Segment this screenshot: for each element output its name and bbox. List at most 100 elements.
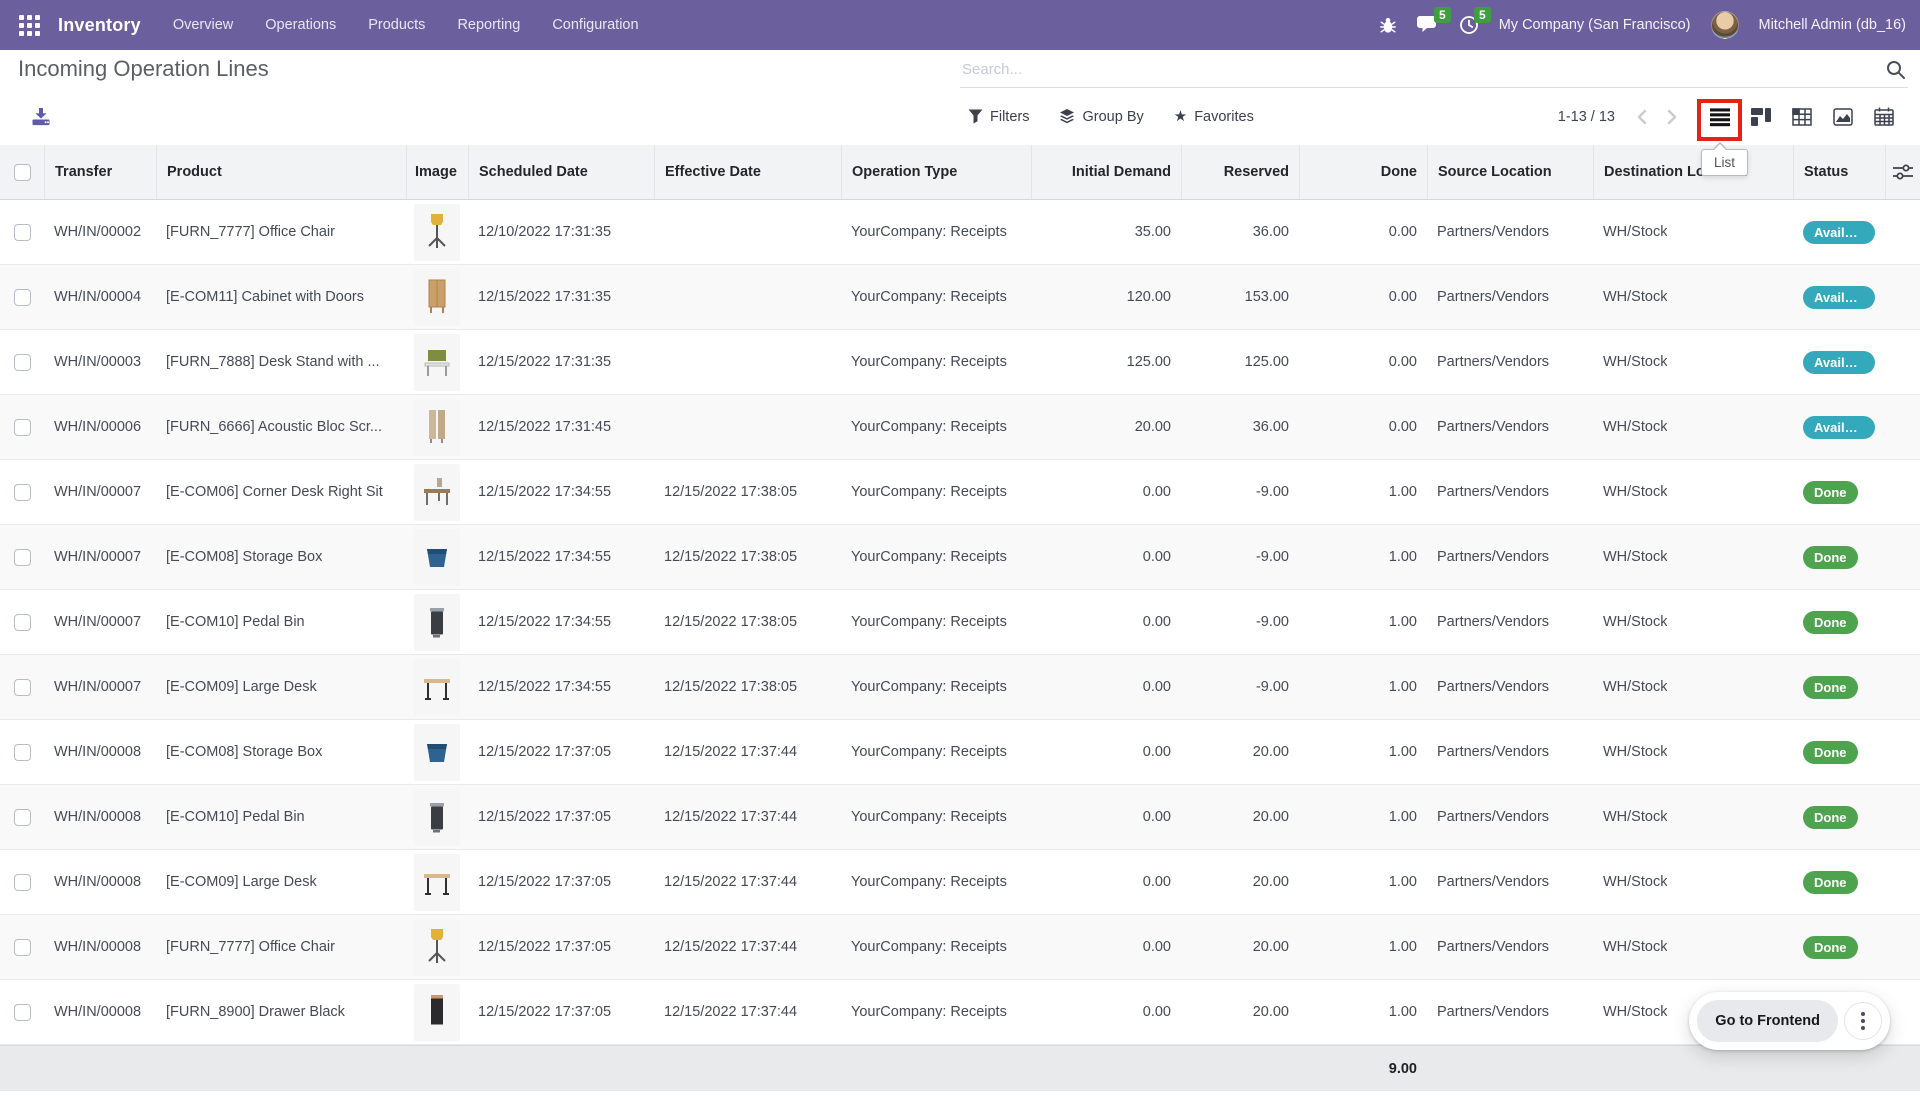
- calendar-view-button[interactable]: [1863, 97, 1904, 137]
- kanban-view-button[interactable]: [1740, 97, 1781, 137]
- table-row[interactable]: WH/IN/00007 [E-COM08] Storage Box 12/15/20…: [0, 525, 1920, 590]
- debug-bug-icon[interactable]: [1379, 16, 1396, 34]
- table-row[interactable]: WH/IN/00003 [FURN_7888] Desk Stand with .…: [0, 330, 1920, 395]
- table-row[interactable]: WH/IN/00008 [E-COM08] Storage Box 12/15/20…: [0, 720, 1920, 785]
- column-header-operation_type[interactable]: Operation Type: [841, 145, 1031, 199]
- list-view-button[interactable]: [1699, 97, 1740, 137]
- column-header-done[interactable]: Done: [1299, 145, 1427, 199]
- cell-done: 0.00: [1388, 224, 1417, 240]
- table-row[interactable]: WH/IN/00008 [E-COM10] Pedal Bin 12/15/2022…: [0, 785, 1920, 850]
- status-badge: Done: [1803, 675, 1858, 699]
- row-checkbox[interactable]: [0, 785, 44, 849]
- row-checkbox[interactable]: [0, 525, 44, 589]
- column-header-initial_demand[interactable]: Initial Demand: [1031, 145, 1181, 199]
- column-header-product[interactable]: Product: [156, 145, 406, 199]
- column-header-status[interactable]: Status: [1793, 145, 1885, 199]
- cell-scheduled: 12/15/2022 17:31:35: [478, 354, 612, 370]
- table-row[interactable]: WH/IN/00004 [E-COM11] Cabinet with Doors 1…: [0, 265, 1920, 330]
- row-checkbox[interactable]: [0, 720, 44, 784]
- company-switcher[interactable]: My Company (San Francisco): [1498, 17, 1691, 33]
- cell-done: 1.00: [1388, 549, 1417, 565]
- apps-grid-icon[interactable]: [14, 10, 44, 40]
- go-to-frontend-button[interactable]: Go to Frontend: [1697, 1000, 1838, 1042]
- pager-value[interactable]: 1-13 / 13: [1557, 108, 1615, 125]
- row-checkbox[interactable]: [0, 915, 44, 979]
- cell-status: Done: [1793, 850, 1885, 914]
- row-checkbox[interactable]: [0, 590, 44, 654]
- cell-effective: 12/15/2022 17:37:44: [664, 874, 798, 890]
- row-checkbox[interactable]: [0, 655, 44, 719]
- nav-menu-item-operations[interactable]: Operations: [265, 17, 337, 33]
- table-row[interactable]: WH/IN/00008 [FURN_8900] Drawer Black 12/15…: [0, 980, 1920, 1045]
- column-header-reserved[interactable]: Reserved: [1181, 145, 1299, 199]
- column-header-scheduled[interactable]: Scheduled Date: [468, 145, 654, 199]
- app-name[interactable]: Inventory: [58, 14, 141, 35]
- table-row[interactable]: WH/IN/00007 [E-COM06] Corner Desk Right S…: [0, 460, 1920, 525]
- cell-effective: 12/15/2022 17:37:44: [664, 809, 798, 825]
- activities-clock-icon[interactable]: 5: [1459, 7, 1491, 35]
- cell-product: [FURN_7777] Office Chair: [166, 224, 335, 240]
- storage-box-image: [414, 528, 460, 586]
- cell-reserved: -9.00: [1255, 549, 1289, 565]
- more-options-dots-icon[interactable]: [1844, 1002, 1882, 1040]
- cell-source: Partners/Vendors: [1437, 289, 1550, 305]
- column-header-transfer[interactable]: Transfer: [44, 145, 156, 199]
- search-input[interactable]: [962, 61, 1886, 78]
- table-body: WH/IN/00002 [FURN_7777] Office Chair 12/10…: [0, 200, 1920, 1045]
- row-checkbox[interactable]: [0, 980, 44, 1044]
- row-checkbox[interactable]: [0, 265, 44, 329]
- pager-next-icon[interactable]: [1661, 102, 1683, 132]
- graph-icon: [1832, 107, 1853, 126]
- column-header-effective[interactable]: Effective Date: [654, 145, 841, 199]
- column-header-image[interactable]: Image: [406, 145, 468, 199]
- pager-previous-icon[interactable]: [1631, 102, 1653, 132]
- footer-spacer: [0, 1046, 44, 1091]
- row-checkbox[interactable]: [0, 200, 44, 264]
- cell-reserved: -9.00: [1255, 484, 1289, 500]
- cell-scheduled: 12/15/2022 17:34:55: [478, 484, 612, 500]
- table-row[interactable]: WH/IN/00007 [E-COM10] Pedal Bin 12/15/2022…: [0, 590, 1920, 655]
- nav-menu-item-overview[interactable]: Overview: [172, 17, 234, 33]
- optional-columns-icon[interactable]: [1885, 145, 1920, 199]
- user-avatar[interactable]: [1710, 11, 1739, 39]
- export-download-icon[interactable]: [30, 107, 52, 127]
- cell-status: Done: [1793, 785, 1885, 849]
- view-switcher: [1699, 97, 1904, 137]
- product-thumbnail: [406, 720, 468, 784]
- cell-product: [FURN_8900] Drawer Black: [166, 1004, 345, 1020]
- nav-menu-item-products[interactable]: Products: [368, 17, 426, 33]
- column-header-source[interactable]: Source Location: [1427, 145, 1593, 199]
- footer-spacer: [406, 1046, 468, 1091]
- cell-scheduled: 12/15/2022 17:34:55: [478, 679, 612, 695]
- select-all-checkbox[interactable]: [0, 145, 44, 199]
- row-checkbox[interactable]: [0, 460, 44, 524]
- search-icon[interactable]: [1886, 60, 1906, 80]
- cell-transfer: WH/IN/00002: [54, 224, 142, 240]
- graph-view-button[interactable]: [1822, 97, 1863, 137]
- cell-source: Partners/Vendors: [1437, 484, 1550, 500]
- column-header-destination[interactable]: Destination Location: [1593, 145, 1793, 199]
- filters-button[interactable]: Filters: [968, 109, 1029, 125]
- cell-reserved: 125.00: [1244, 354, 1289, 370]
- row-checkbox[interactable]: [0, 330, 44, 394]
- table-row[interactable]: WH/IN/00007 [E-COM09] Large Desk 12/15/202…: [0, 655, 1920, 720]
- table-row[interactable]: WH/IN/00002 [FURN_7777] Office Chair 12/10…: [0, 200, 1920, 265]
- nav-menu-item-reporting[interactable]: Reporting: [457, 17, 521, 33]
- cell-source: Partners/Vendors: [1437, 874, 1550, 890]
- cell-status: Done: [1793, 655, 1885, 719]
- table-row[interactable]: WH/IN/00008 [E-COM09] Large Desk 12/15/202…: [0, 850, 1920, 915]
- pivot-view-button[interactable]: [1781, 97, 1822, 137]
- row-checkbox[interactable]: [0, 850, 44, 914]
- table-row[interactable]: WH/IN/00008 [FURN_7777] Office Chair 12/15…: [0, 915, 1920, 980]
- group-by-button[interactable]: Group By: [1059, 108, 1144, 125]
- cell-product: [FURN_6666] Acoustic Bloc Scr...: [166, 419, 382, 435]
- footer-spacer: [1181, 1046, 1299, 1091]
- cell-spacer: [1885, 525, 1920, 589]
- nav-menu-item-configuration[interactable]: Configuration: [552, 17, 639, 33]
- user-menu[interactable]: Mitchell Admin (db_16): [1758, 17, 1907, 33]
- cell-status: Done: [1793, 525, 1885, 589]
- messages-icon[interactable]: 5: [1416, 7, 1451, 35]
- row-checkbox[interactable]: [0, 395, 44, 459]
- table-row[interactable]: WH/IN/00006 [FURN_6666] Acoustic Bloc Scr…: [0, 395, 1920, 460]
- favorites-button[interactable]: ★ Favorites: [1173, 108, 1254, 125]
